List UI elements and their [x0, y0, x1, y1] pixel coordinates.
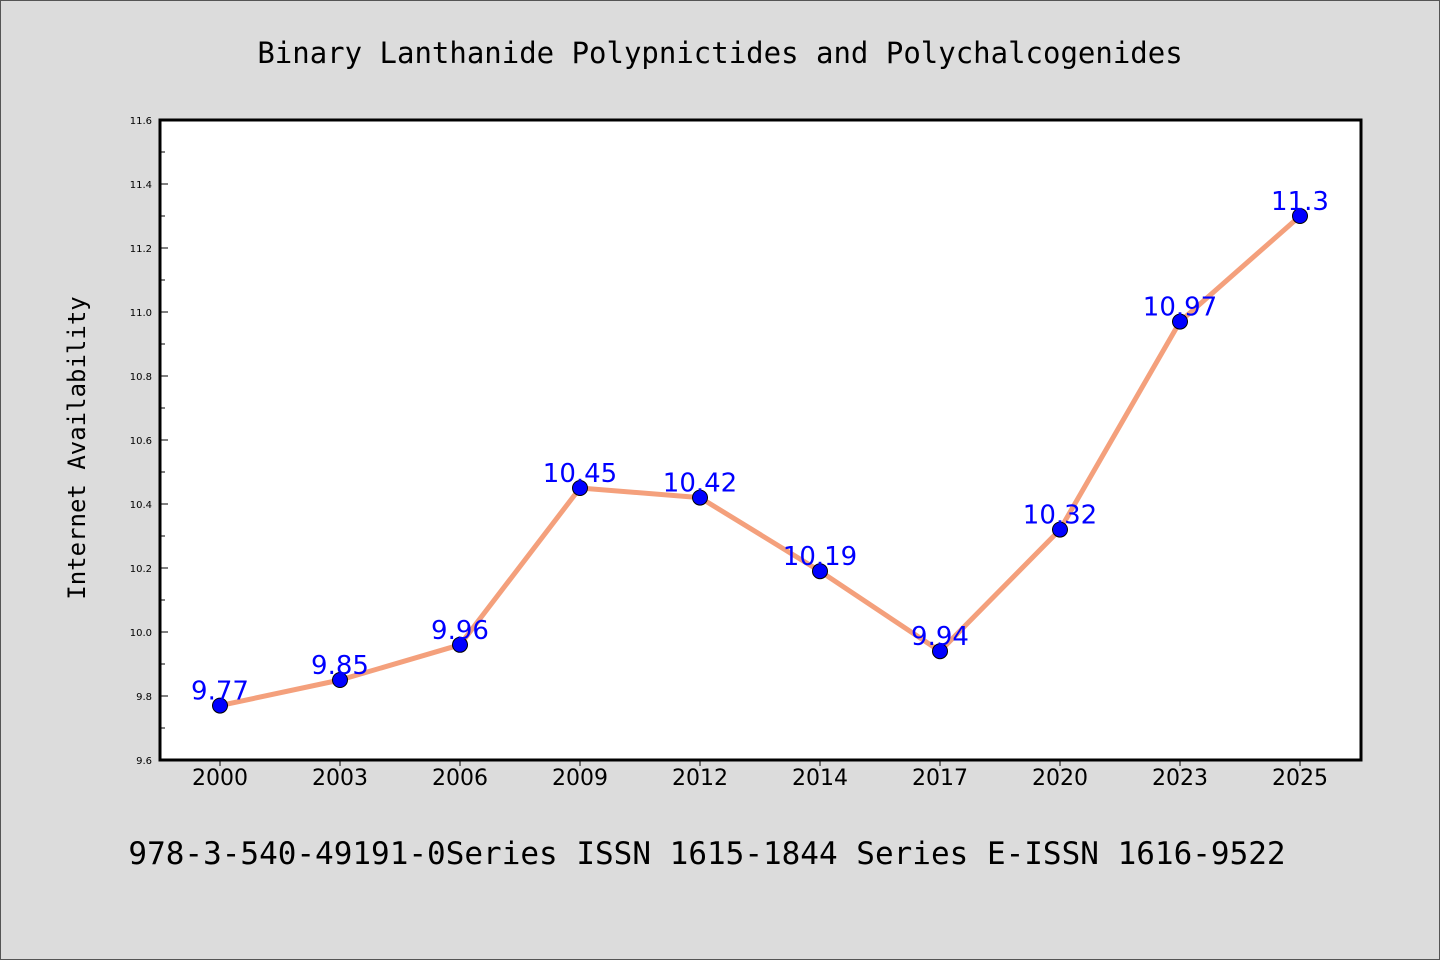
data-labels: 9.77 9.85 9.96 10.45 10.42 10.19 9.94 10.32 10.9… [191, 187, 1329, 707]
data-point [1172, 313, 1188, 330]
x-tick-label: 2000 [192, 766, 248, 791]
x-tick-label: 2006 [432, 766, 488, 791]
data-label: 10.42 [663, 469, 737, 499]
data-label: 10.32 [1023, 501, 1097, 531]
data-point [452, 636, 468, 653]
x-tick-label: 2003 [312, 766, 368, 791]
x-axis-ticks: 2000 2003 2006 2009 2012 2014 2017 2020 2023 2025 [192, 760, 1328, 791]
data-markers [212, 208, 1308, 714]
y-axis-label: Internet Availability [63, 296, 91, 599]
plot-border [158, 118, 1363, 762]
data-point [692, 489, 708, 506]
plot-area [160, 120, 1361, 760]
x-tick-label: 2009 [552, 766, 608, 791]
x-tick-label: 2017 [912, 766, 968, 791]
y-tick-label: 10.0 [130, 628, 152, 639]
data-point [1292, 208, 1308, 224]
y-tick-label: 9.8 [136, 692, 152, 703]
data-point [932, 643, 948, 660]
x-tick-label: 2014 [792, 766, 848, 791]
y-tick-label: 11.6 [130, 116, 152, 127]
y-tick-label: 10.6 [130, 436, 152, 447]
data-point [332, 672, 348, 688]
y-tick-label: 11.2 [130, 244, 152, 255]
x-tick-label: 2023 [1152, 766, 1208, 791]
data-label: 9.85 [311, 651, 369, 681]
data-point [212, 697, 228, 714]
data-point [812, 563, 828, 580]
y-tick-label: 10.2 [130, 564, 152, 575]
footer-text: 978-3-540-49191-0Series ISSN 1615-1844 S… [128, 836, 1285, 872]
series-polyline [217, 213, 1303, 709]
data-point [572, 480, 588, 496]
y-tick-label: 10.8 [130, 372, 152, 383]
chart-title: Binary Lanthanide Polypnictides and Poly… [257, 36, 1182, 70]
data-label: 10.19 [783, 542, 857, 572]
x-tick-label: 2020 [1032, 766, 1088, 791]
y-tick-label: 9.6 [136, 756, 152, 767]
data-label: 10.45 [543, 459, 617, 489]
series-line [217, 213, 1303, 709]
y-tick-label: 11.0 [130, 308, 152, 319]
y-tick-label: 10.4 [130, 500, 152, 511]
data-point [1052, 521, 1068, 538]
x-tick-label: 2025 [1272, 766, 1328, 791]
data-label: 9.96 [431, 616, 489, 646]
y-tick-label: 11.4 [130, 180, 152, 191]
data-label: 9.77 [191, 677, 249, 707]
data-label: 11.3 [1271, 187, 1329, 217]
x-tick-label: 2012 [672, 766, 728, 791]
data-label: 9.94 [911, 622, 969, 652]
data-label: 10.97 [1143, 293, 1217, 323]
